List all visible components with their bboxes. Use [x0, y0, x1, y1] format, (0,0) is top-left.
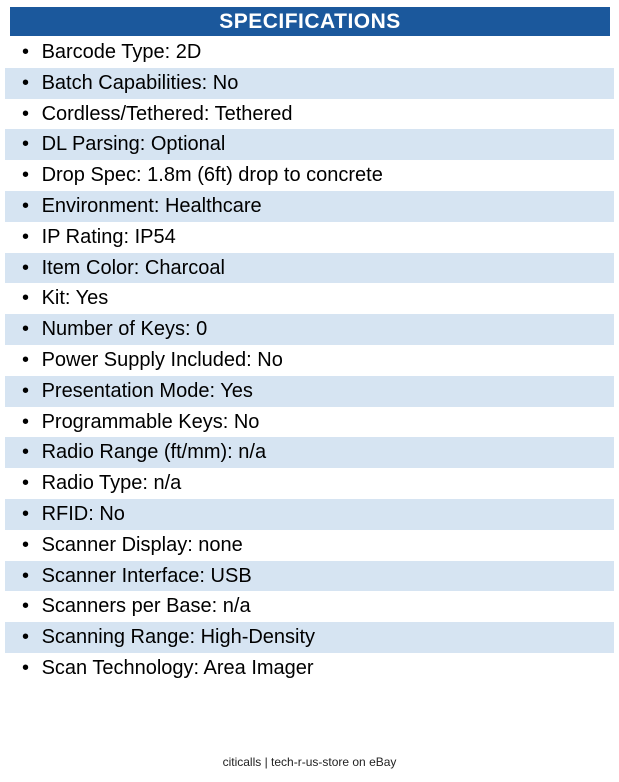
bullet-icon: • — [22, 318, 30, 341]
bullet-icon: • — [22, 533, 30, 556]
spec-list: • Barcode Type: 2D • Batch Capabilities:… — [0, 37, 619, 684]
spec-row: • Presentation Mode: Yes — [5, 375, 614, 407]
bullet-icon: • — [22, 102, 30, 125]
spec-row: • Number of Keys: 0 — [5, 314, 614, 345]
bullet-icon: • — [22, 564, 30, 587]
spec-text: Programmable Keys: No — [41, 410, 260, 433]
bullet-icon: • — [22, 164, 30, 187]
spec-text: Radio Type: n/a — [41, 472, 182, 495]
spec-text: IP Rating: IP54 — [41, 225, 176, 248]
bullet-icon: • — [22, 626, 30, 649]
spec-text: Item Color: Charcoal — [41, 256, 225, 279]
spec-row: • Scanning Range: High-Density — [5, 622, 614, 653]
spec-text: Power Supply Included: No — [41, 348, 283, 371]
spec-row: • Barcode Type: 2D — [5, 37, 614, 68]
spec-text: Drop Spec: 1.8m (6ft) drop to concrete — [41, 164, 383, 187]
bullet-icon: • — [22, 379, 30, 402]
spec-row: • Item Color: Charcoal — [5, 252, 614, 284]
bullet-icon: • — [22, 194, 30, 217]
spec-text: Scan Technology: Area Imager — [41, 656, 314, 679]
bullet-icon: • — [22, 41, 30, 63]
spec-row: • Scanner Interface: USB — [5, 560, 614, 592]
bullet-icon: • — [22, 348, 30, 371]
bullet-icon: • — [22, 256, 30, 279]
spec-row: • Environment: Healthcare — [5, 190, 614, 222]
bullet-icon: • — [22, 287, 30, 310]
spec-row: • Cordless/Tethered: Tethered — [5, 99, 614, 130]
spec-row: • Drop Spec: 1.8m (6ft) drop to concrete — [5, 160, 614, 191]
bullet-icon: • — [22, 472, 30, 495]
spec-text: Presentation Mode: Yes — [41, 379, 253, 402]
bullet-icon: • — [22, 595, 30, 618]
bullet-icon: • — [22, 441, 30, 464]
spec-row: • Kit: Yes — [5, 283, 614, 314]
spec-row: • Scanner Display: none — [5, 530, 614, 561]
spec-row: • Scan Technology: Area Imager — [5, 653, 614, 684]
spec-text: Scanners per Base: n/a — [41, 595, 251, 618]
spec-text: Scanning Range: High-Density — [41, 626, 316, 649]
spec-row: • IP Rating: IP54 — [5, 222, 614, 253]
spec-text: Number of Keys: 0 — [41, 318, 208, 341]
credit-text: citicalls | tech-r-us-store on eBay — [222, 755, 397, 769]
spec-text: Kit: Yes — [41, 287, 109, 310]
bullet-icon: • — [22, 133, 30, 156]
spec-text: RFID: No — [41, 502, 125, 525]
spec-row: • Radio Type: n/a — [5, 468, 614, 499]
spec-text: Cordless/Tethered: Tethered — [41, 102, 293, 125]
spec-row: • DL Parsing: Optional — [5, 129, 614, 161]
bullet-icon: • — [22, 71, 30, 94]
spec-text: Radio Range (ft/mm): n/a — [41, 441, 267, 464]
spec-row: • Power Supply Included: No — [5, 345, 614, 376]
spec-text: Scanner Interface: USB — [41, 564, 252, 587]
bullet-icon: • — [22, 225, 30, 248]
spec-text: DL Parsing: Optional — [41, 133, 226, 156]
specifications-header: SPECIFICATIONS — [10, 7, 610, 36]
spec-row: • Scanners per Base: n/a — [5, 591, 614, 622]
bullet-icon: • — [22, 502, 30, 525]
spec-text: Batch Capabilities: No — [41, 71, 239, 94]
spec-row: • Programmable Keys: No — [5, 407, 614, 438]
spec-row: • Radio Range (ft/mm): n/a — [5, 437, 614, 469]
bullet-icon: • — [22, 410, 30, 433]
spec-text: Environment: Healthcare — [41, 194, 262, 217]
bullet-icon: • — [22, 656, 30, 679]
spec-row: • Batch Capabilities: No — [5, 67, 614, 99]
spec-text: Barcode Type: 2D — [41, 41, 202, 63]
spec-row: • RFID: No — [5, 498, 614, 530]
spec-text: Scanner Display: none — [41, 533, 243, 556]
